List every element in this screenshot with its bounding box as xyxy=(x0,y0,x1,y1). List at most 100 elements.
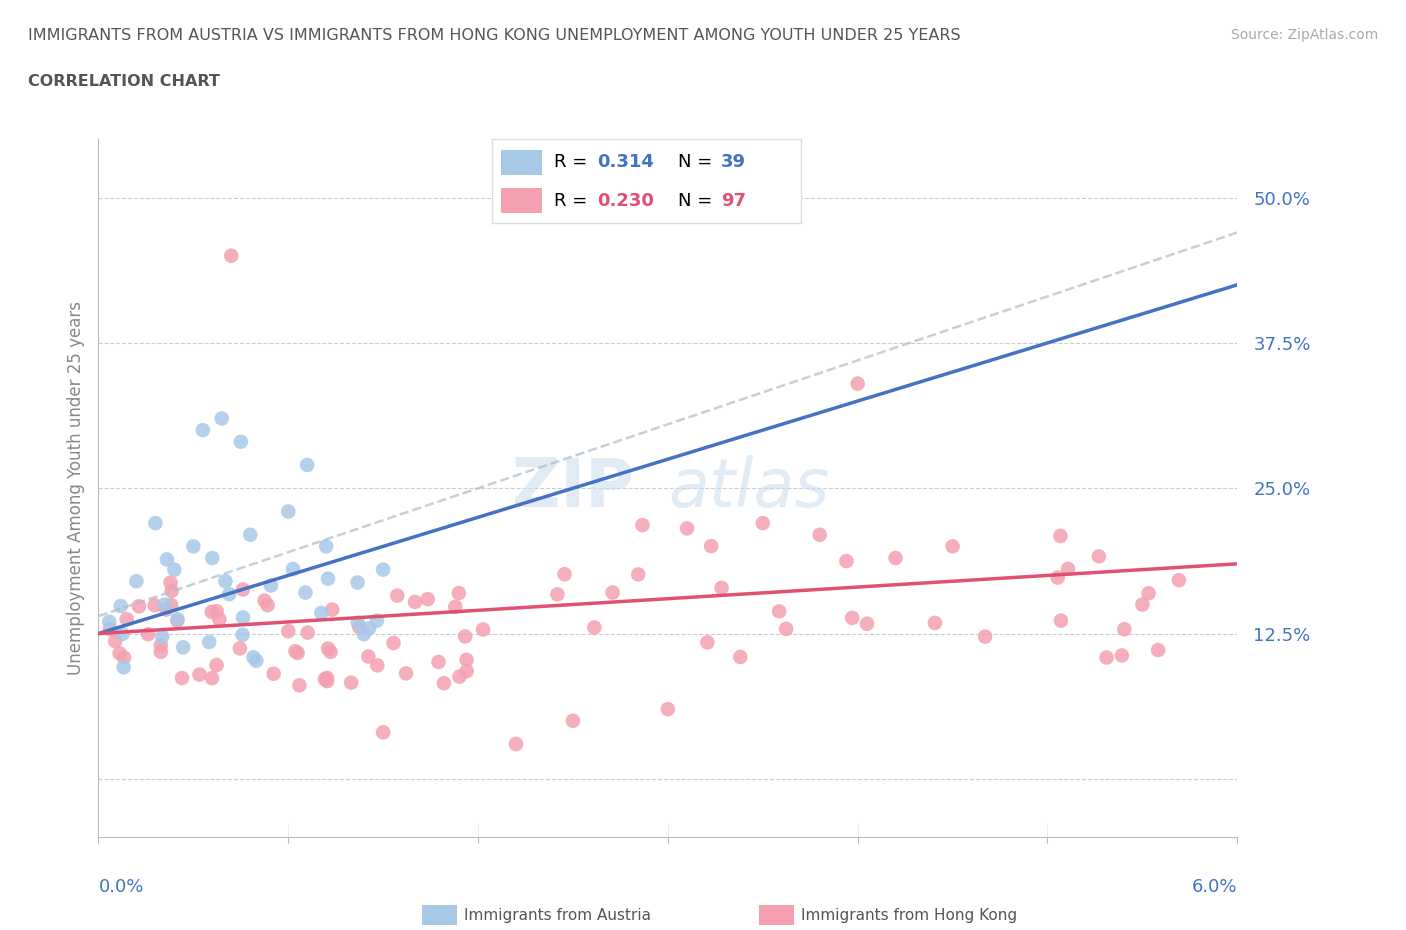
Point xyxy=(160,583,183,598)
Text: Source: ZipAtlas.com: Source: ZipAtlas.com xyxy=(1230,28,1378,42)
Point xyxy=(1049,528,1071,543)
Point xyxy=(349,619,371,634)
Point xyxy=(395,666,418,681)
Point xyxy=(172,640,194,655)
Point xyxy=(752,516,775,531)
Point xyxy=(433,676,456,691)
Point xyxy=(145,516,166,531)
Point xyxy=(657,702,679,717)
Point xyxy=(942,539,965,554)
Point xyxy=(371,562,394,577)
Point xyxy=(108,646,131,661)
Text: N =: N = xyxy=(678,192,717,209)
Point xyxy=(382,635,405,650)
Text: 0.230: 0.230 xyxy=(598,192,654,209)
Point xyxy=(353,627,375,642)
Point xyxy=(387,588,409,603)
Point xyxy=(924,616,946,631)
Point xyxy=(166,612,188,627)
Text: ZIP: ZIP xyxy=(512,456,634,521)
Point xyxy=(239,527,262,542)
Point xyxy=(232,628,254,643)
Point xyxy=(444,600,467,615)
Point xyxy=(125,574,148,589)
Point xyxy=(115,612,138,627)
Point xyxy=(205,658,228,672)
Text: Immigrants from Austria: Immigrants from Austria xyxy=(464,908,651,923)
Y-axis label: Unemployment Among Youth under 25 years: Unemployment Among Youth under 25 years xyxy=(66,301,84,675)
Point xyxy=(98,615,121,630)
Point xyxy=(676,521,699,536)
Point xyxy=(294,585,316,600)
Point xyxy=(188,667,211,682)
Point xyxy=(710,580,733,595)
Point xyxy=(366,658,388,672)
Point xyxy=(143,598,166,613)
Text: atlas: atlas xyxy=(668,456,830,521)
Point xyxy=(219,248,243,263)
Point xyxy=(700,538,723,553)
Point xyxy=(232,610,254,625)
Point xyxy=(1111,648,1133,663)
Point xyxy=(281,562,304,577)
Point xyxy=(153,597,176,612)
Point xyxy=(201,551,224,565)
Point xyxy=(631,518,654,533)
Point xyxy=(288,678,311,693)
Point xyxy=(454,629,477,644)
Point xyxy=(768,604,790,618)
Point xyxy=(112,660,135,675)
Point xyxy=(1130,597,1153,612)
Point xyxy=(321,602,343,617)
Point xyxy=(160,598,183,613)
Point xyxy=(201,604,224,619)
Point xyxy=(427,655,450,670)
Point xyxy=(159,575,181,590)
Point xyxy=(163,562,186,577)
Text: R =: R = xyxy=(554,153,593,171)
Text: N =: N = xyxy=(678,153,717,171)
Point xyxy=(884,551,907,565)
Point xyxy=(150,630,173,644)
Text: IMMIGRANTS FROM AUSTRIA VS IMMIGRANTS FROM HONG KONG UNEMPLOYMENT AMONG YOUTH UN: IMMIGRANTS FROM AUSTRIA VS IMMIGRANTS FR… xyxy=(28,28,960,43)
Point xyxy=(284,644,307,658)
Point xyxy=(404,594,426,609)
Point xyxy=(602,585,624,600)
Text: 0.0%: 0.0% xyxy=(98,878,143,896)
Point xyxy=(449,670,471,684)
Text: CORRELATION CHART: CORRELATION CHART xyxy=(28,74,219,89)
Point xyxy=(696,635,718,650)
Point xyxy=(316,641,339,656)
Point xyxy=(166,613,188,628)
Point xyxy=(214,574,236,589)
Point xyxy=(1168,573,1191,588)
Point xyxy=(357,649,380,664)
Point xyxy=(297,625,319,640)
Point xyxy=(319,644,342,659)
Point xyxy=(232,582,254,597)
Point xyxy=(316,571,339,586)
Point xyxy=(256,598,278,613)
Point xyxy=(208,612,231,627)
Point xyxy=(211,411,233,426)
Point xyxy=(287,645,309,660)
Point xyxy=(841,610,863,625)
Point xyxy=(346,575,368,590)
Point xyxy=(277,624,299,639)
Point xyxy=(198,634,221,649)
Point xyxy=(110,599,132,614)
Point xyxy=(297,458,319,472)
Point xyxy=(553,566,575,581)
Point xyxy=(128,599,150,614)
Point xyxy=(229,434,252,449)
Point xyxy=(112,650,135,665)
Point xyxy=(316,671,339,685)
Point xyxy=(416,591,439,606)
Point xyxy=(229,641,252,656)
Point xyxy=(583,620,606,635)
Point xyxy=(472,622,495,637)
Point xyxy=(561,713,585,728)
Point xyxy=(456,652,478,667)
FancyBboxPatch shape xyxy=(502,150,541,175)
Point xyxy=(371,725,394,740)
